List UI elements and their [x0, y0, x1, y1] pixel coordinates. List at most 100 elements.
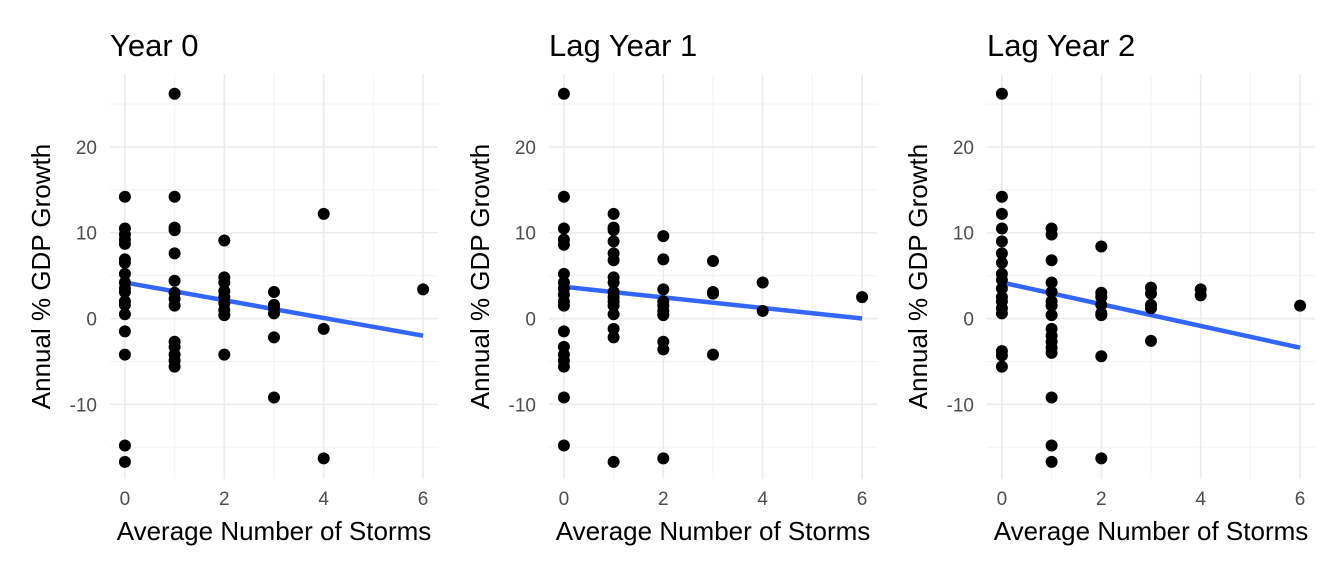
data-point [317, 452, 330, 465]
y-tick-label: 10 [76, 224, 97, 245]
y-tick-label: 20 [76, 138, 97, 159]
data-point [607, 308, 620, 321]
data-point [557, 238, 570, 251]
data-point [995, 207, 1008, 220]
x-tick-labels: 0 2 4 6 [559, 489, 868, 510]
data-point [1145, 302, 1157, 315]
data-point [268, 331, 280, 344]
data-point [1095, 309, 1108, 322]
x-axis-title: Average Number of Storms [556, 516, 871, 546]
data-point [1045, 346, 1058, 359]
x-tick-label: 2 [658, 489, 669, 510]
data-point [1045, 285, 1058, 298]
data-point [856, 291, 869, 304]
data-point [118, 285, 131, 298]
data-point [607, 207, 620, 220]
data-point [756, 304, 769, 317]
y-tick-label: 0 [963, 310, 974, 331]
y-tick-label: 10 [953, 224, 974, 245]
data-point [557, 360, 570, 373]
data-point [118, 298, 131, 311]
data-point [557, 325, 570, 338]
data-point [995, 247, 1008, 260]
data-point [218, 309, 231, 322]
data-point [657, 452, 670, 465]
data-point [1095, 452, 1108, 465]
data-point [168, 360, 181, 373]
data-point [557, 299, 570, 312]
data-point [1294, 299, 1307, 312]
data-point [1045, 228, 1058, 241]
data-point [657, 309, 670, 322]
data-point [118, 256, 131, 269]
data-point [168, 224, 181, 237]
data-point [1095, 298, 1108, 311]
x-tick-label: 0 [997, 489, 1008, 510]
panel-title: Lag Year 2 [987, 28, 1135, 63]
y-tick-labels: -10 0 10 20 [70, 138, 97, 416]
data-point [995, 256, 1008, 269]
data-point [317, 322, 330, 335]
data-point [995, 222, 1008, 235]
data-point [118, 308, 131, 321]
data-point [1095, 350, 1108, 363]
panel-title: Lag Year 1 [549, 28, 697, 63]
data-point [995, 282, 1008, 295]
y-tick-label: 0 [86, 310, 97, 331]
data-point [118, 455, 131, 468]
x-tick-labels: 0 2 4 6 [120, 489, 429, 510]
y-tick-label: -10 [947, 395, 974, 416]
y-tick-label: 20 [953, 138, 974, 159]
data-point [168, 274, 181, 287]
data-point [557, 87, 570, 100]
data-point [1194, 289, 1207, 302]
data-point [1045, 439, 1058, 452]
y-axis-title: Annual % GDP Growth [465, 144, 495, 409]
data-point [657, 343, 670, 356]
data-point [995, 87, 1008, 100]
data-point [218, 234, 231, 247]
y-axis-title: Annual % GDP Growth [26, 144, 56, 409]
data-point [657, 283, 670, 296]
x-tick-label: 0 [120, 489, 131, 510]
x-tick-labels: 0 2 4 6 [997, 489, 1306, 510]
data-point [118, 267, 131, 280]
data-point [995, 190, 1008, 203]
data-point [417, 283, 430, 296]
data-point [1045, 254, 1058, 267]
x-tick-label: 0 [559, 489, 570, 510]
data-point [607, 254, 620, 267]
data-point [607, 276, 620, 289]
data-point [118, 348, 131, 361]
x-tick-label: 4 [318, 489, 329, 510]
panel-points [557, 87, 869, 468]
data-point [118, 190, 131, 203]
data-point [268, 391, 280, 404]
data-point [557, 222, 570, 235]
data-point [707, 348, 719, 361]
data-point [1045, 309, 1058, 322]
data-point [218, 276, 231, 289]
data-point [1095, 240, 1108, 253]
panel-grid [987, 74, 1315, 479]
x-tick-label: 6 [857, 489, 868, 510]
data-point [557, 391, 570, 404]
data-point [995, 235, 1008, 248]
data-point [607, 224, 620, 237]
data-point [1145, 287, 1157, 300]
data-point [607, 235, 620, 248]
x-tick-label: 6 [1295, 489, 1306, 510]
panel-title: Year 0 [110, 28, 199, 63]
data-point [607, 322, 620, 335]
y-tick-label: 10 [515, 224, 536, 245]
data-point [1045, 299, 1058, 312]
data-point [1045, 276, 1058, 289]
data-point [268, 307, 280, 320]
data-point [118, 237, 131, 250]
x-tick-label: 6 [418, 489, 429, 510]
panel-lag-year-1: 0 2 4 6 -10 0 10 20 Lag Year 1 Average Number … [465, 28, 877, 546]
data-point [118, 439, 131, 452]
x-tick-label: 4 [757, 489, 768, 510]
data-point [995, 273, 1008, 286]
